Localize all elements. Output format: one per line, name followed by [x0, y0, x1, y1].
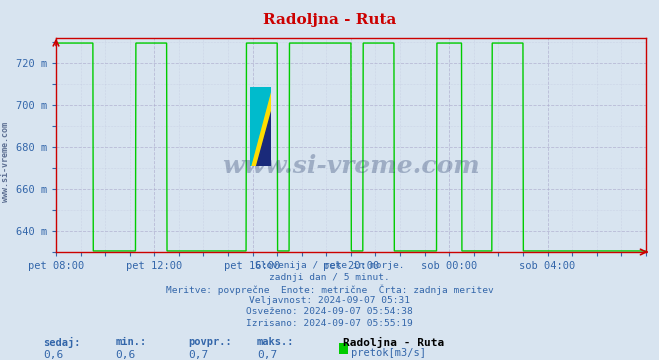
Text: www.si-vreme.com: www.si-vreme.com [1, 122, 10, 202]
Text: Osveženo: 2024-09-07 05:54:38: Osveženo: 2024-09-07 05:54:38 [246, 307, 413, 316]
Text: Izrisano: 2024-09-07 05:55:19: Izrisano: 2024-09-07 05:55:19 [246, 319, 413, 328]
Text: maks.:: maks.: [257, 337, 295, 347]
Text: 0,7: 0,7 [188, 350, 208, 360]
Text: pretok[m3/s]: pretok[m3/s] [351, 348, 426, 358]
Text: 0,7: 0,7 [257, 350, 277, 360]
Polygon shape [250, 87, 272, 166]
Text: Radoljna - Ruta: Radoljna - Ruta [263, 13, 396, 27]
Polygon shape [256, 111, 272, 166]
Text: zadnji dan / 5 minut.: zadnji dan / 5 minut. [269, 273, 390, 282]
Text: sedaj:: sedaj: [43, 337, 80, 348]
Text: min.:: min.: [115, 337, 146, 347]
Text: www.si-vreme.com: www.si-vreme.com [222, 154, 480, 178]
Text: povpr.:: povpr.: [188, 337, 231, 347]
Text: Radoljna - Ruta: Radoljna - Ruta [343, 337, 444, 348]
Text: Slovenija / reke in morje.: Slovenija / reke in morje. [255, 261, 404, 270]
Text: Meritve: povprečne  Enote: metrične  Črta: zadnja meritev: Meritve: povprečne Enote: metrične Črta:… [165, 284, 494, 294]
Text: 0,6: 0,6 [115, 350, 136, 360]
Text: 0,6: 0,6 [43, 350, 63, 360]
Polygon shape [250, 87, 272, 166]
Text: Veljavnost: 2024-09-07 05:31: Veljavnost: 2024-09-07 05:31 [249, 296, 410, 305]
